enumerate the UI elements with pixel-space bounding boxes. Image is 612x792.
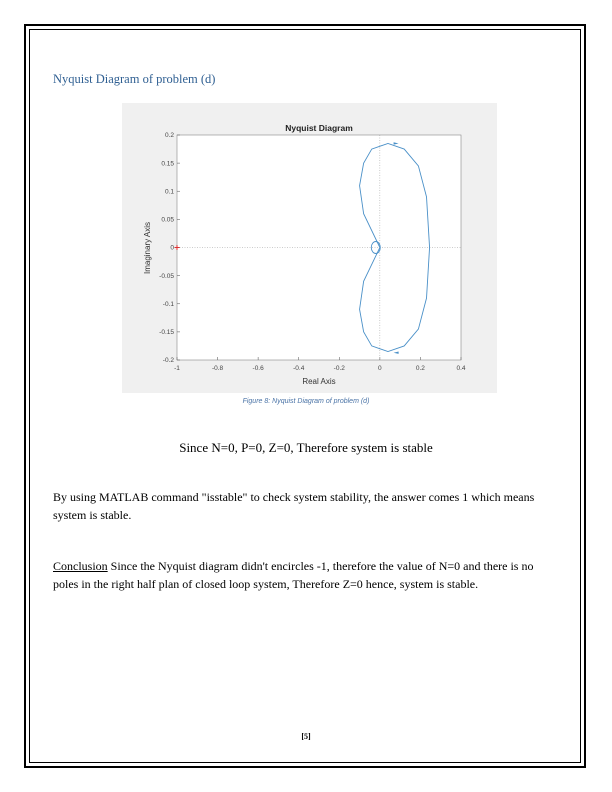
x-tick-label: -0.2 [334, 365, 346, 372]
y-tick-label: 0.05 [161, 217, 174, 224]
figure-caption: Figure 8: Nyquist Diagram of problem (d) [242, 398, 370, 405]
origin-loop [370, 241, 381, 254]
direction-arrow [393, 142, 399, 145]
x-tick-label: -0.4 [293, 365, 305, 372]
y-tick-label: 0.1 [165, 188, 174, 195]
stability-statement: Since N=0, P=0, Z=0, Therefore system is… [179, 440, 433, 455]
x-tick-label: -0.6 [253, 365, 265, 372]
direction-arrow [393, 351, 399, 354]
nyquist-curve [359, 142, 431, 353]
x-tick-label: 0.4 [456, 365, 465, 372]
x-tick-label: -0.8 [212, 365, 224, 372]
y-tick-label: -0.15 [159, 329, 174, 336]
nyquist-figure: Nyquist Diagram Real Axis Imaginary Axis… [122, 103, 497, 393]
x-tick-label: -1 [174, 365, 180, 372]
y-tick-label: -0.1 [163, 301, 175, 308]
x-tick-label: 0.2 [416, 365, 425, 372]
y-tick-label: -0.05 [159, 273, 174, 280]
y-tick-label: 0.15 [161, 160, 174, 167]
x-axis-label: Real Axis [302, 377, 335, 386]
conclusion-paragraph: Conclusion Since the Nyquist diagram did… [53, 557, 553, 593]
matlab-paragraph: By using MATLAB command "isstable" to ch… [53, 490, 535, 522]
nyquist-chart: Nyquist Diagram Real Axis Imaginary Axis… [143, 123, 466, 386]
conclusion-text: Since the Nyquist diagram didn't encircl… [53, 559, 534, 591]
conclusion-label: Conclusion [53, 559, 108, 573]
plot-area [176, 134, 462, 361]
page-number: [5] [301, 732, 311, 741]
x-tick-label: 0 [378, 365, 382, 372]
page-border-inner [29, 29, 581, 763]
y-tick-label: 0.2 [165, 132, 174, 139]
section-heading: Nyquist Diagram of problem (d) [53, 72, 216, 86]
chart-title: Nyquist Diagram [285, 123, 353, 133]
page-border-outer [24, 24, 586, 768]
y-tick-label: -0.2 [163, 357, 175, 364]
y-tick-label: 0 [170, 245, 174, 252]
y-axis-label: Imaginary Axis [143, 222, 152, 274]
